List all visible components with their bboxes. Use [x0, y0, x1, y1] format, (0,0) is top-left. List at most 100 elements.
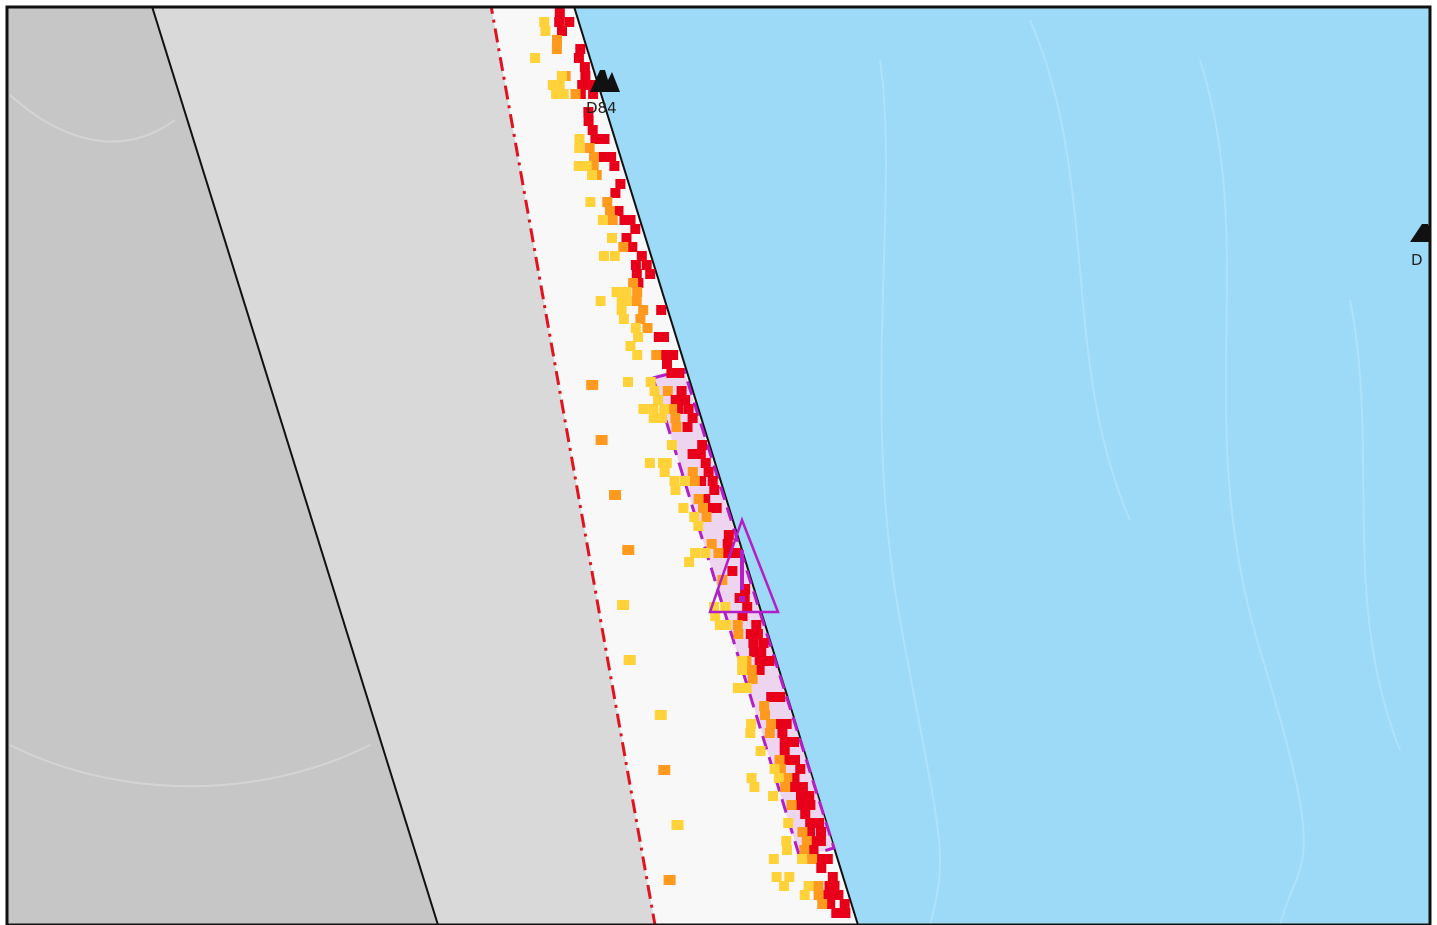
- intensity-cell: [700, 494, 711, 504]
- intensity-cell: [695, 449, 706, 459]
- intensity-cell: [607, 233, 617, 243]
- intensity-cell: [774, 755, 785, 765]
- intensity-cell: [680, 395, 691, 405]
- intensity-cell: [633, 332, 644, 342]
- intensity-cell: [636, 251, 647, 261]
- intensity-cell: [746, 773, 757, 783]
- intensity-cell: [706, 503, 716, 513]
- warning-triangle-icon[interactable]: [708, 516, 780, 614]
- intensity-cell: [808, 845, 819, 855]
- intensity-cell: [551, 89, 562, 99]
- intensity-cell: [816, 863, 827, 873]
- intensity-cell: [607, 215, 618, 225]
- intensity-cell: [671, 820, 684, 830]
- intensity-cell: [827, 872, 838, 882]
- intensity-cell: [789, 782, 800, 792]
- intensity-cell: [775, 692, 786, 702]
- intensity-cell: [539, 17, 550, 27]
- intensity-cell: [657, 458, 668, 468]
- intensity-cell: [632, 350, 643, 360]
- intensity-cell: [775, 719, 786, 729]
- intensity-cell: [564, 17, 575, 27]
- marker-d84[interactable]: D84: [586, 70, 620, 117]
- intensity-cell: [779, 746, 790, 756]
- intensity-cell: [638, 305, 649, 315]
- intensity-cell: [575, 44, 586, 54]
- intensity-cell: [616, 305, 627, 315]
- intensity-cell: [678, 503, 689, 513]
- intensity-cell: [805, 800, 816, 810]
- intensity-cell: [745, 629, 756, 639]
- intensity-cell: [616, 296, 627, 306]
- intensity-cell: [755, 746, 766, 756]
- intensity-cell: [580, 71, 591, 81]
- intensity-cell: [700, 548, 711, 558]
- intensity-cell: [625, 341, 636, 351]
- intensity-cell: [831, 908, 842, 918]
- intensity-cell: [654, 710, 667, 720]
- intensity-cell: [574, 134, 585, 144]
- red-dashed-boundary: [489, 8, 657, 924]
- intensity-cell: [552, 35, 562, 45]
- intensity-cell: [780, 782, 791, 792]
- intensity-cell: [713, 548, 724, 558]
- intensity-cell: [530, 53, 541, 63]
- intensity-cell: [747, 674, 758, 684]
- land-boundary-line: [151, 8, 439, 924]
- water-contours: [879, 19, 1401, 924]
- intensity-cell: [783, 818, 794, 828]
- intensity-cell: [570, 89, 581, 99]
- intensity-cell: [574, 143, 585, 153]
- intensity-cell: [633, 278, 644, 288]
- intensity-cell: [666, 368, 677, 378]
- intensity-cell: [714, 620, 725, 630]
- intensity-cell: [649, 386, 660, 396]
- intensity-cell: [782, 773, 793, 783]
- intensity-cell: [554, 80, 565, 90]
- intensity-cell: [732, 620, 743, 630]
- intensity-cell: [801, 836, 812, 846]
- intensity-cell: [790, 755, 800, 765]
- intensity-cell: [658, 765, 671, 775]
- mountain-peak-icon: [1410, 224, 1429, 242]
- intensity-cell: [618, 314, 629, 324]
- intensity-cell: [621, 287, 632, 297]
- intensity-cell: [587, 170, 597, 180]
- intensity-cell: [737, 611, 748, 621]
- intensity-cell: [644, 458, 655, 468]
- intensity-cell: [630, 323, 641, 333]
- intensity-cell: [805, 827, 816, 837]
- intensity-cell: [709, 485, 720, 495]
- intensity-cell: [583, 107, 594, 117]
- intensity-cell: [668, 350, 679, 360]
- intensity-cell: [671, 422, 682, 432]
- intensity-cell: [585, 197, 596, 207]
- intensity-cell: [731, 548, 741, 558]
- intensity-cell: [766, 719, 777, 729]
- mountain-peak-icon: [590, 70, 620, 92]
- intensity-cell: [573, 53, 584, 63]
- map-frame-border: [5, 5, 1432, 925]
- intensity-cell: [609, 251, 620, 261]
- marker-edge[interactable]: D: [1410, 224, 1432, 269]
- intensity-cell: [575, 89, 586, 99]
- intensity-cell: [645, 269, 656, 279]
- intensity-cell: [783, 755, 793, 765]
- intensity-cell: [764, 728, 775, 738]
- intensity-cell: [781, 719, 792, 729]
- intensity-cell: [745, 728, 756, 738]
- intensity-cell: [710, 611, 721, 621]
- intensity-cell: [581, 161, 592, 171]
- intensity-cell: [642, 323, 653, 333]
- intensity-cell: [674, 368, 685, 378]
- intensity-cell: [585, 80, 596, 90]
- intensity-cell: [547, 80, 558, 90]
- intensity-cell: [659, 332, 669, 342]
- intensity-cell: [631, 296, 642, 306]
- intensity-cell: [588, 89, 599, 99]
- intensity-cell: [737, 656, 748, 666]
- intensity-cell: [721, 548, 732, 558]
- intensity-cell: [609, 161, 620, 171]
- intensity-cell: [700, 458, 711, 468]
